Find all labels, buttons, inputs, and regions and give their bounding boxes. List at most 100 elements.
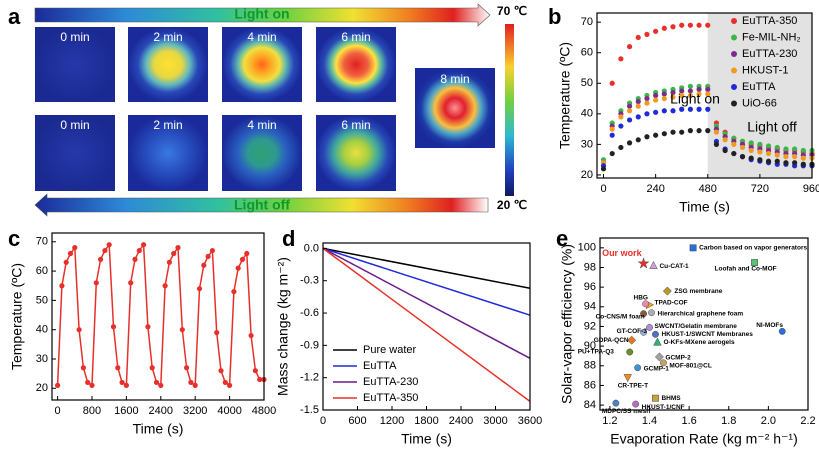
time-label: 4 min xyxy=(247,30,276,44)
data-point xyxy=(705,86,711,92)
point xyxy=(637,257,650,269)
point xyxy=(778,327,786,335)
y-tick-label: 96 xyxy=(584,281,596,293)
data-point xyxy=(149,365,155,371)
x-tick-label: 2400 xyxy=(149,405,173,417)
data-point xyxy=(670,108,676,114)
data-point xyxy=(653,109,659,115)
x-tick-label: 1.4 xyxy=(642,415,657,427)
max-temp-label: 70 ℃ xyxy=(497,4,527,18)
y-axis-label: Mass change (kg m⁻²) xyxy=(275,257,291,396)
data-point xyxy=(214,330,220,336)
x-tick-label: 0 xyxy=(55,405,61,417)
data-point xyxy=(670,129,676,135)
data-point xyxy=(713,141,720,147)
point xyxy=(632,400,640,408)
time-label: 6 min xyxy=(341,118,370,132)
time-label: 8 min xyxy=(440,72,469,86)
data-point xyxy=(739,154,746,160)
data-point xyxy=(248,332,254,339)
color-scale xyxy=(505,24,514,196)
data-point xyxy=(132,256,138,262)
x-tick-label: 3000 xyxy=(483,415,507,427)
point xyxy=(627,335,637,345)
data-point xyxy=(635,34,641,41)
y-axis-label: Temperature (ºC) xyxy=(557,42,573,149)
data-point xyxy=(89,382,95,388)
y-tick-label: 20 xyxy=(36,382,48,394)
data-point xyxy=(679,129,685,135)
data-point xyxy=(59,283,65,289)
data-point xyxy=(235,265,241,271)
x-tick-label: 3200 xyxy=(183,405,207,417)
data-point xyxy=(696,106,702,112)
data-point xyxy=(119,379,125,386)
point xyxy=(648,309,655,317)
data-point xyxy=(696,86,702,92)
annotation: Light on xyxy=(670,91,720,107)
plot-area xyxy=(600,22,815,172)
x-tick-label: 800 xyxy=(83,405,101,417)
thermal-image xyxy=(35,27,115,102)
data-point xyxy=(661,91,667,97)
data-point xyxy=(618,123,624,129)
data-point xyxy=(188,379,194,386)
data-point xyxy=(687,128,693,134)
data-point xyxy=(792,146,798,152)
point-label: BHMS xyxy=(661,395,681,402)
data-point xyxy=(171,250,177,257)
data-point xyxy=(757,157,763,163)
legend-label: EuTTA-230 xyxy=(363,376,418,388)
point xyxy=(642,300,649,308)
legend-label: EuTTA-350 xyxy=(742,15,797,27)
data-point xyxy=(783,160,789,166)
y-tick-label: 30 xyxy=(581,138,593,150)
data-point xyxy=(222,379,228,386)
time-label: 2 min xyxy=(153,118,182,132)
data-point xyxy=(600,166,607,172)
data-point xyxy=(626,103,633,109)
data-point xyxy=(609,150,615,157)
data-point xyxy=(54,382,61,388)
time-label: 0 min xyxy=(60,118,89,132)
data-point xyxy=(635,114,641,120)
data-point xyxy=(765,150,772,157)
axes-frame xyxy=(596,12,813,179)
annotation: Light off xyxy=(747,119,797,135)
data-point xyxy=(257,376,263,383)
data-point xyxy=(748,155,754,161)
chart: d 0 600 1200 1800 2400 3000 3600 0.0 -0.3 -0.6 -0.9… xyxy=(275,226,543,447)
data-point xyxy=(653,97,659,103)
legend-marker xyxy=(731,51,737,57)
data-point xyxy=(618,56,624,62)
x-tick-label: 1.8 xyxy=(721,415,736,427)
data-point xyxy=(145,324,151,330)
data-point xyxy=(705,22,711,28)
data-point xyxy=(687,83,693,89)
data-point xyxy=(679,92,685,99)
x-tick-label: 4000 xyxy=(217,405,241,417)
point-label: Our work xyxy=(602,248,643,258)
thermal-image xyxy=(128,115,208,191)
data-point xyxy=(670,89,676,96)
point-label: Hierarchical graphene foam xyxy=(658,310,744,317)
point-label: Loofah and Co-MOF xyxy=(715,265,777,272)
data-point xyxy=(705,106,711,112)
x-tick-label: 2.2 xyxy=(800,415,815,427)
data-point xyxy=(175,245,181,251)
y-tick-label: 0.0 xyxy=(304,242,319,254)
data-point xyxy=(722,137,728,143)
data-point xyxy=(653,132,659,138)
data-point xyxy=(696,128,702,134)
data-point xyxy=(731,150,737,157)
data-point xyxy=(635,137,641,143)
data-point xyxy=(140,242,147,248)
y-tick-label: 90 xyxy=(584,340,596,352)
legend-label: EuTTA-350 xyxy=(363,392,418,404)
x-tick-label: 1800 xyxy=(414,415,438,427)
time-label: 6 min xyxy=(341,30,370,44)
data-point xyxy=(609,132,615,138)
data-point xyxy=(696,22,702,28)
data-point xyxy=(618,114,624,120)
